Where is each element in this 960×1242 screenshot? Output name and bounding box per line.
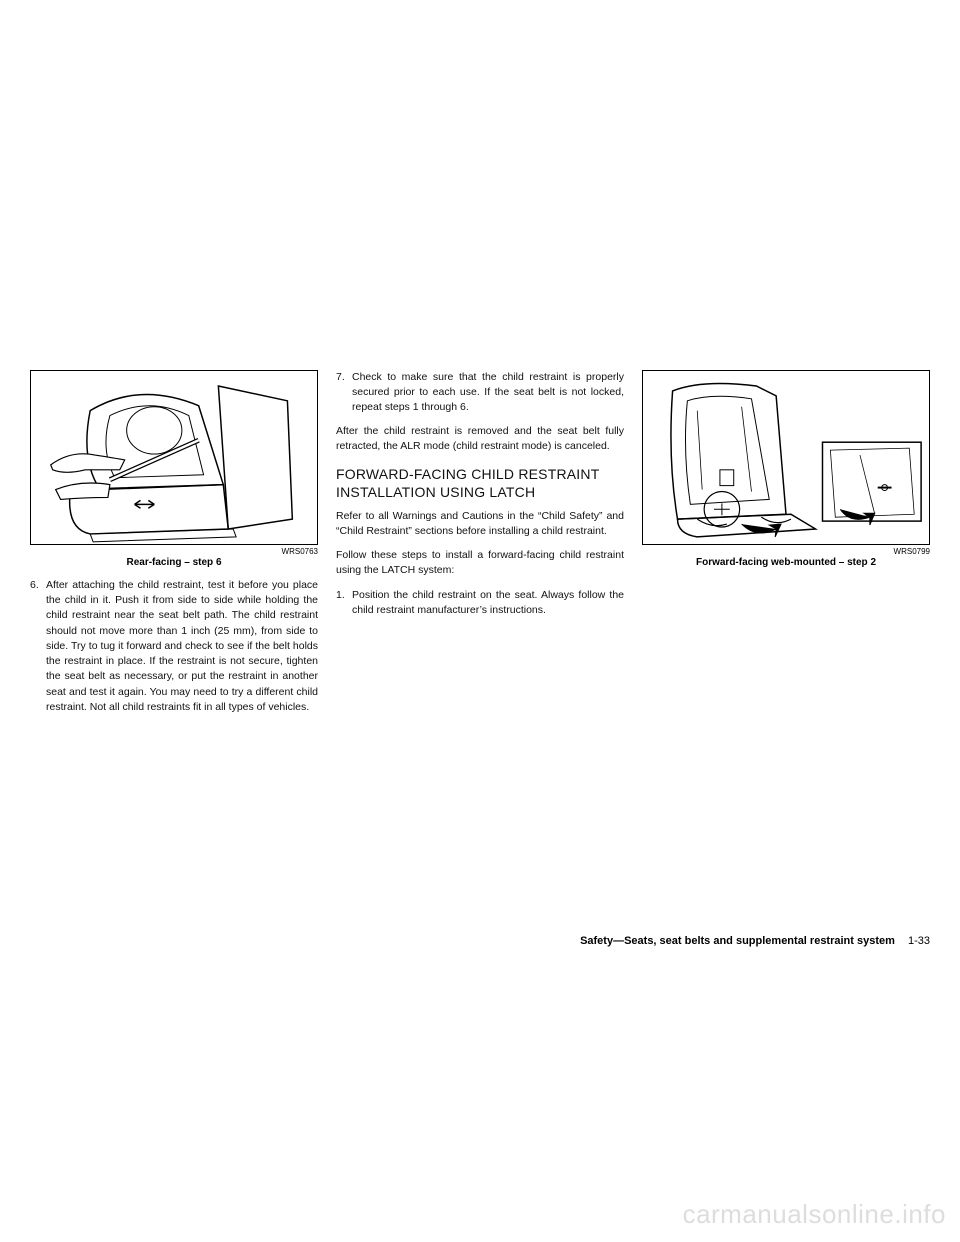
footer-section-label: Safety—Seats, seat belts and supplementa…: [580, 935, 895, 947]
list-item-1-text: Position the child restraint on the seat…: [352, 588, 624, 618]
list-item-1: 1. Position the child restraint on the s…: [336, 588, 624, 618]
para-alr: After the child restraint is removed and…: [336, 424, 624, 454]
figure-caption-right: Forward-facing web-mounted – step 2: [642, 557, 930, 568]
list-item-7-text: Check to make sure that the child restra…: [352, 370, 624, 416]
figure-forward-facing: [642, 370, 930, 545]
figure-rear-facing: [30, 370, 318, 545]
list-item-7: 7. Check to make sure that the child res…: [336, 370, 624, 416]
figure-code-left: WRS0763: [30, 547, 318, 556]
para-follow-steps: Follow these steps to install a forward-…: [336, 548, 624, 578]
list-col2-bottom: 1. Position the child restraint on the s…: [336, 588, 624, 618]
columns: WRS0763 Rear-facing – step 6 6. After at…: [30, 370, 930, 715]
column-3: WRS0799 Forward-facing web-mounted – ste…: [642, 370, 930, 715]
figure-caption-left: Rear-facing – step 6: [30, 557, 318, 568]
para-warnings: Refer to all Warnings and Cautions in th…: [336, 509, 624, 539]
rear-facing-seat-illustration: [31, 371, 317, 544]
watermark: carmanualsonline.info: [683, 1199, 946, 1230]
list-col1: 6. After attaching the child restraint, …: [30, 578, 318, 715]
list-item-1-num: 1.: [336, 588, 352, 618]
heading-forward-facing: FORWARD-FACING CHILD RESTRAINT INSTALLAT…: [336, 466, 624, 501]
column-2: 7. Check to make sure that the child res…: [336, 370, 624, 715]
list-item-6: 6. After attaching the child restraint, …: [30, 578, 318, 715]
list-item-6-text: After attaching the child restraint, tes…: [46, 578, 318, 715]
column-1: WRS0763 Rear-facing – step 6 6. After at…: [30, 370, 318, 715]
list-item-6-num: 6.: [30, 578, 46, 715]
list-col2-top: 7. Check to make sure that the child res…: [336, 370, 624, 416]
footer-page-number: 1-33: [908, 935, 930, 947]
page-footer: Safety—Seats, seat belts and supplementa…: [30, 935, 930, 947]
figure-code-right: WRS0799: [642, 547, 930, 556]
list-item-7-num: 7.: [336, 370, 352, 416]
forward-facing-seat-illustration: [643, 371, 929, 544]
page-content: WRS0763 Rear-facing – step 6 6. After at…: [30, 370, 930, 715]
